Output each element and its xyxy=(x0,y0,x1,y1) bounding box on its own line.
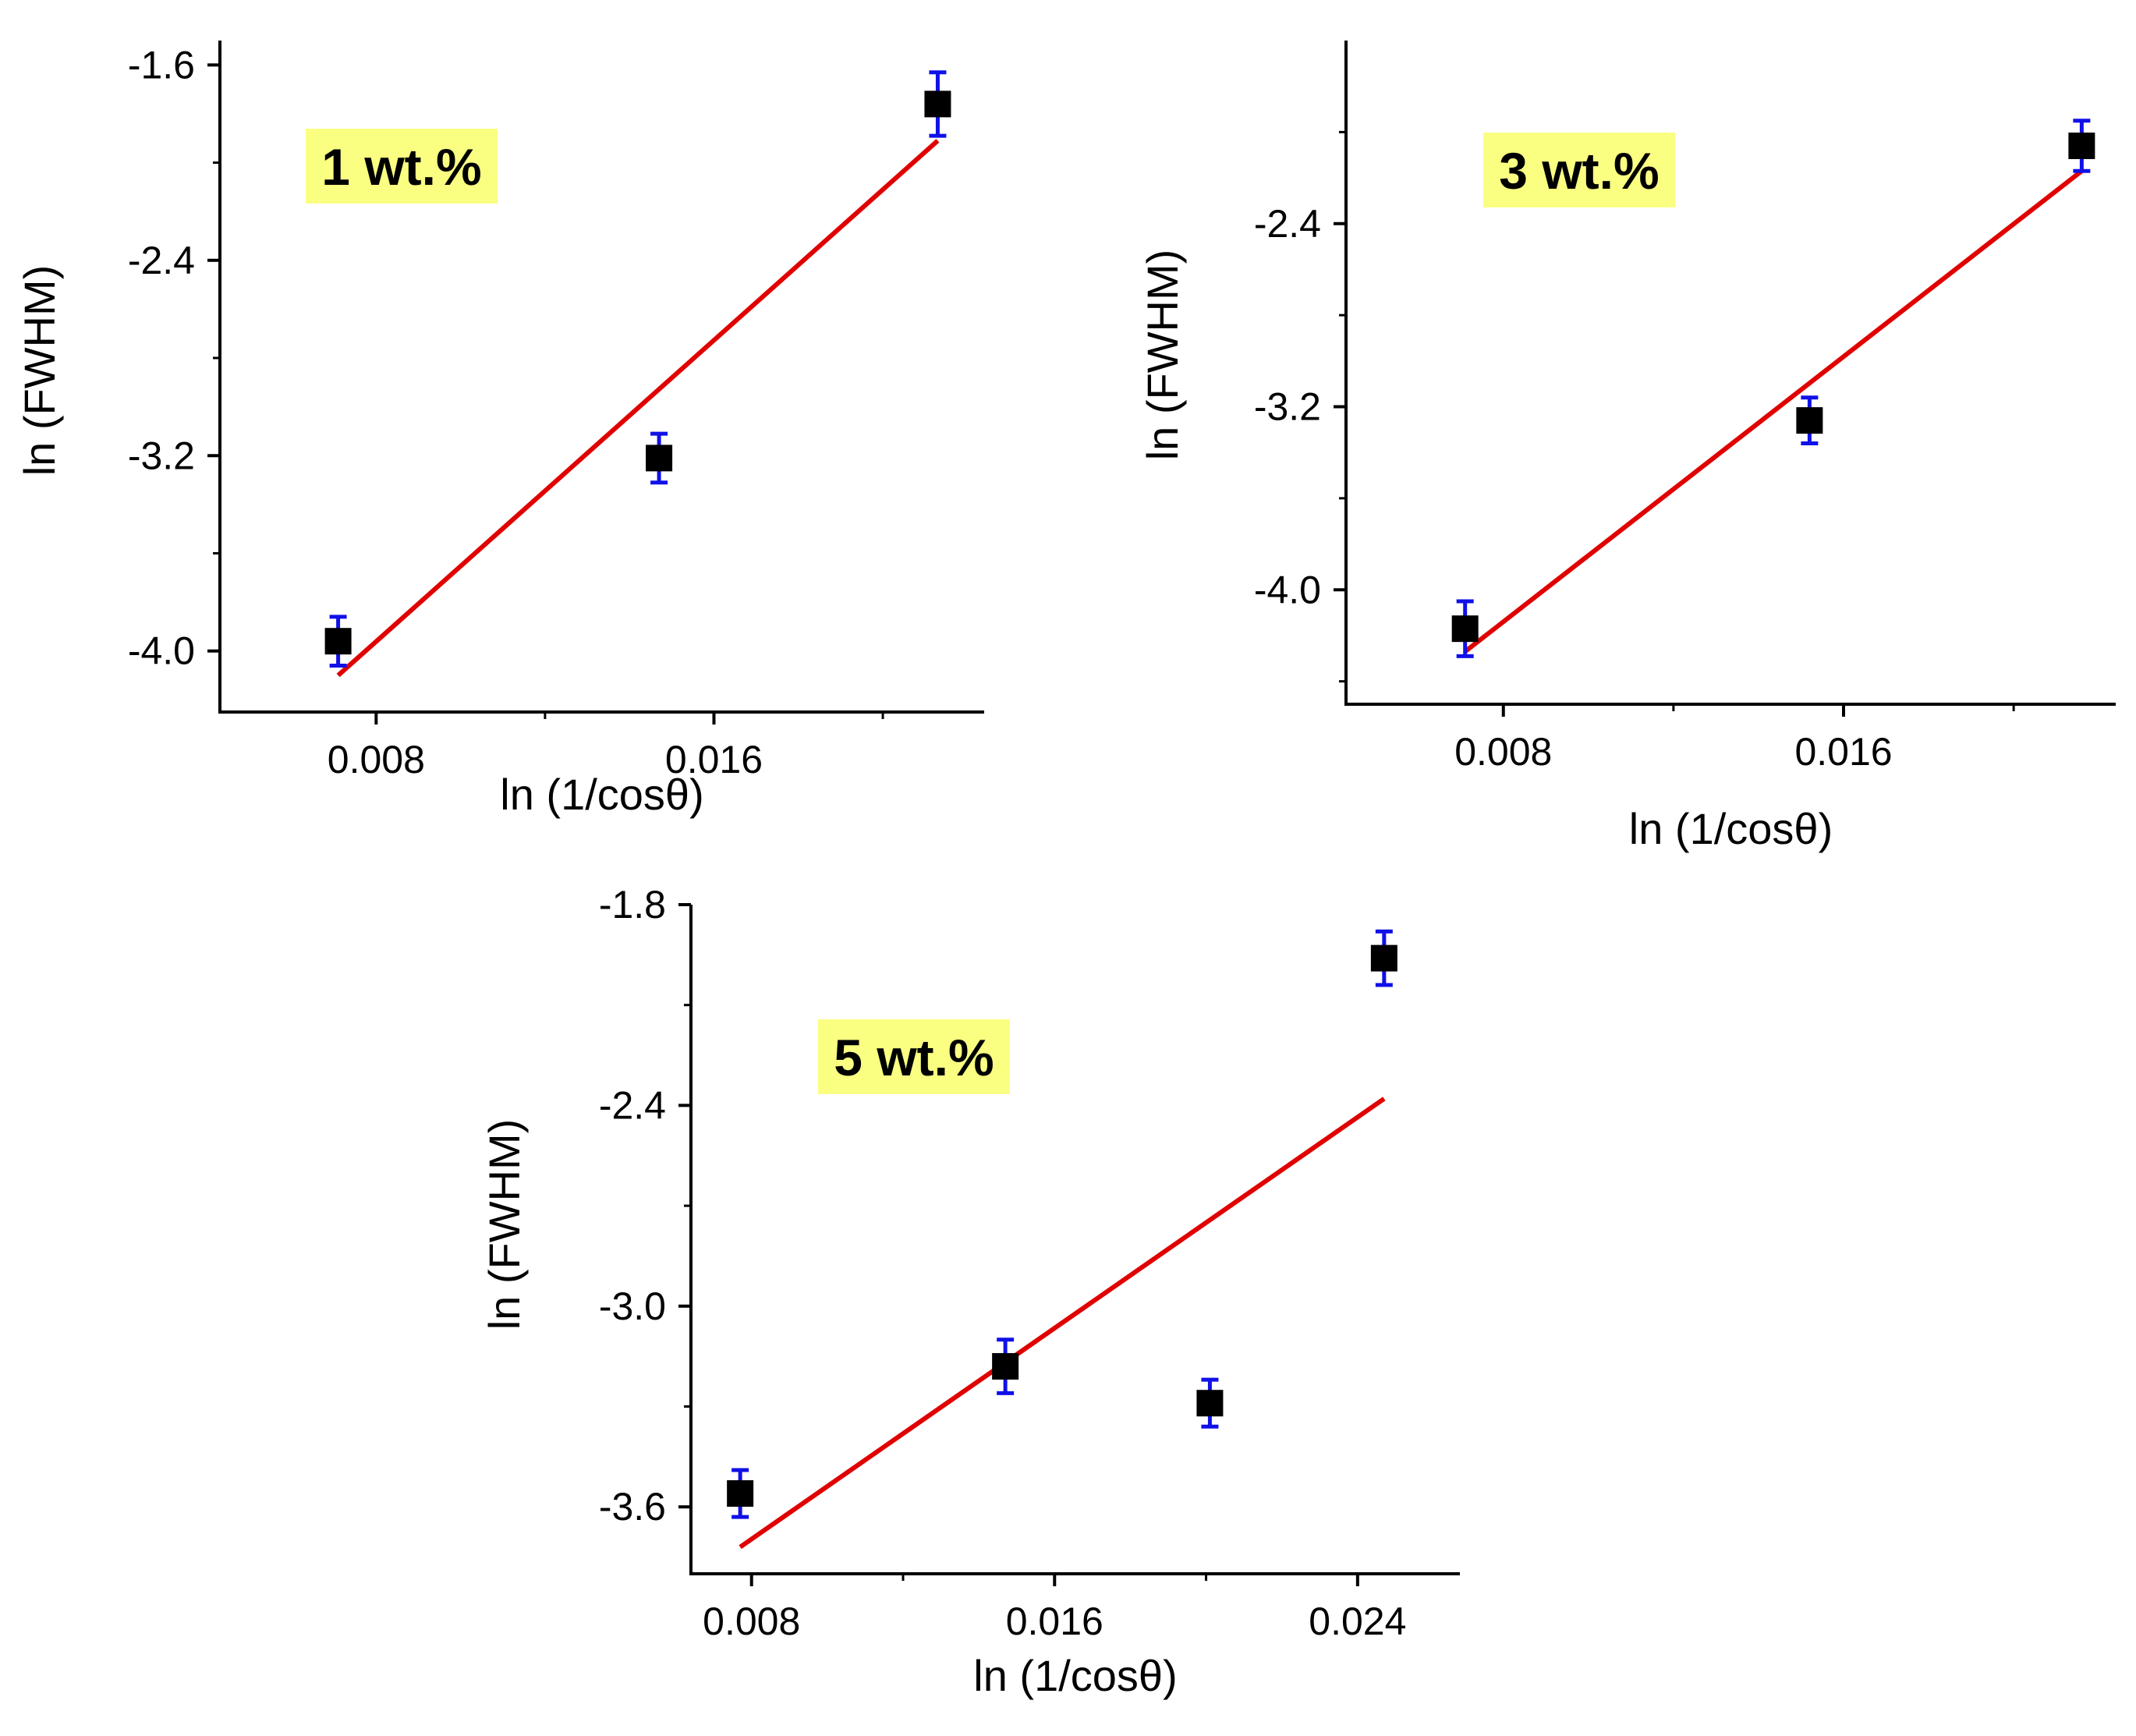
x-axis-title: ln (1/cosθ) xyxy=(1629,804,1833,853)
x-axis-title: ln (1/cosθ) xyxy=(500,770,703,819)
chart-panel-0: 0.008 0.016 -4.0 -3.2 -2.4 -1.6 ln (1/cosθ) ln … xyxy=(15,41,984,819)
fit-line xyxy=(1463,168,2084,654)
label-badge-bg xyxy=(306,129,498,204)
fit-line xyxy=(739,1097,1386,1550)
data-point xyxy=(646,445,673,472)
data-point xyxy=(2068,132,2095,159)
data-point xyxy=(1370,944,1397,972)
y-tick-label: -2.4 xyxy=(128,239,195,282)
data-point xyxy=(727,1480,754,1507)
data-point xyxy=(992,1353,1019,1380)
y-tick-label: -4.0 xyxy=(128,629,195,673)
data-point xyxy=(1796,407,1823,434)
x-tick-label: 0.016 xyxy=(1006,1600,1103,1643)
y-tick-label: -3.2 xyxy=(1254,385,1321,429)
y-tick-label: -3.2 xyxy=(128,434,195,477)
data-point xyxy=(1451,615,1479,643)
y-tick-label: -3.6 xyxy=(599,1485,666,1529)
label-badge-text: 5 wt.% xyxy=(834,1029,994,1086)
x-axis-title: ln (1/cosθ) xyxy=(973,1651,1177,1700)
data-point xyxy=(324,628,352,655)
x-tick-label: 0.016 xyxy=(1794,730,1892,774)
label-badge-bg xyxy=(1483,133,1675,207)
x-tick-label: 0.008 xyxy=(703,1600,800,1643)
label-badge-bg xyxy=(818,1019,1010,1094)
y-axis-title: ln (FWHM) xyxy=(480,1119,529,1330)
chart-panel-1: 0.008 0.016 -4.0 -3.2 -2.4 ln (1/cosθ) ln (FWH… xyxy=(1138,41,2116,853)
y-tick-label: -1.8 xyxy=(599,883,666,926)
x-tick-label: 0.008 xyxy=(328,738,425,781)
y-tick-label: -1.6 xyxy=(128,43,195,87)
chart-panel-2: 0.008 0.016 0.024 -3.6 -3.0 -2.4 -1.8 ln (1/cos… xyxy=(480,883,1460,1700)
y-tick-label: -2.4 xyxy=(1254,202,1321,246)
data-point xyxy=(924,90,951,118)
label-badge-text: 3 wt.% xyxy=(1499,142,1659,200)
y-axis-title: ln (FWHM) xyxy=(15,265,64,477)
x-tick-label: 0.008 xyxy=(1454,730,1552,774)
data-point xyxy=(1196,1390,1224,1417)
fit-line xyxy=(336,139,940,678)
y-tick-label: -2.4 xyxy=(599,1083,666,1127)
y-axis-title: ln (FWHM) xyxy=(1138,250,1187,461)
x-tick-label: 0.024 xyxy=(1309,1600,1406,1643)
label-badge-text: 1 wt.% xyxy=(321,138,481,196)
x-tick-label: 0.016 xyxy=(665,738,763,781)
y-tick-label: -4.0 xyxy=(1254,568,1321,611)
y-tick-label: -3.0 xyxy=(599,1284,666,1328)
